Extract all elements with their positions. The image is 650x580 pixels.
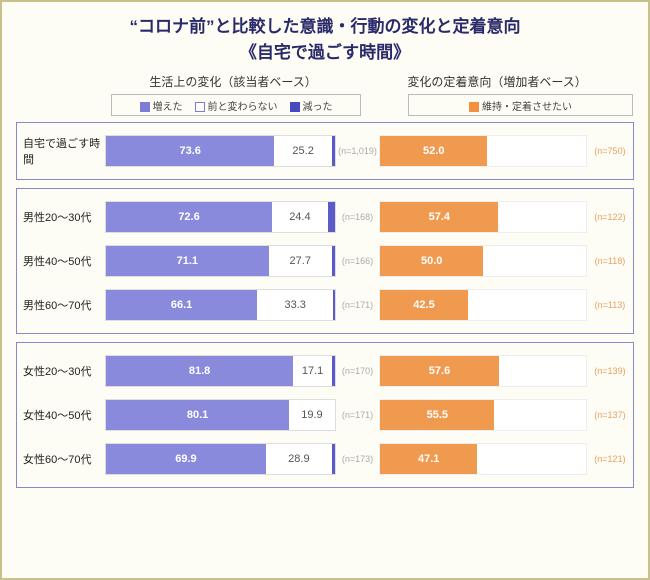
chart-row: 自宅で過ごす時間73.625.2(n=1,019)52.0(n=750) (17, 129, 633, 173)
stacked-bar: 80.119.9 (105, 399, 336, 431)
row-label: 男性40～50代 (17, 253, 105, 269)
single-bar-wrap: 42.5 (379, 289, 587, 321)
bar-decreased (333, 290, 334, 320)
bar-decreased (332, 136, 335, 166)
legend-same: 前と変わらない (195, 98, 278, 113)
bar-decreased (332, 246, 335, 276)
legend-decreased: 減った (290, 98, 333, 113)
legends: 増えた 前と変わらない 減った 維持・定着させたい (16, 94, 634, 116)
bar-keep: 57.6 (380, 356, 498, 386)
chart-row: 女性20～30代81.817.1(n=170)57.6(n=139) (17, 349, 633, 393)
bar-decreased (328, 202, 335, 232)
subtitle-right: 変化の定着意向（増加者ベース） (360, 73, 634, 94)
single-bar-wrap: 55.5 (379, 399, 587, 431)
bar-increased: 73.6 (106, 136, 274, 166)
sample-size-left: (n=168) (336, 212, 380, 222)
bar-keep: 55.5 (380, 400, 494, 430)
row-label: 女性60～70代 (17, 451, 105, 467)
bar-increased: 66.1 (106, 290, 257, 320)
bar-same: 25.2 (274, 136, 332, 166)
group: 自宅で過ごす時間73.625.2(n=1,019)52.0(n=750) (16, 122, 634, 180)
subtitles: 生活上の変化（該当者ベース） 変化の定着意向（増加者ベース） (16, 73, 634, 94)
row-label: 女性20～30代 (17, 363, 105, 379)
bar-keep: 50.0 (380, 246, 483, 276)
bar-increased: 80.1 (106, 400, 289, 430)
legend-right: 維持・定着させたい (408, 94, 633, 116)
swatch-same-icon (195, 102, 205, 112)
bar-keep: 52.0 (380, 136, 487, 166)
bar-keep: 47.1 (380, 444, 477, 474)
stacked-bar: 71.127.7 (105, 245, 336, 277)
single-bar-wrap: 52.0 (379, 135, 587, 167)
sample-size-right: (n=113) (587, 300, 633, 310)
swatch-decreased-icon (290, 102, 300, 112)
chart-row: 女性40～50代80.119.9(n=171)55.5 (n=137) (17, 393, 633, 437)
group: 女性20～30代81.817.1(n=170)57.6(n=139)女性40～5… (16, 342, 634, 488)
row-label: 自宅で過ごす時間 (17, 135, 105, 167)
legend-left: 増えた 前と変わらない 減った (111, 94, 361, 116)
stacked-bar: 73.625.2 (105, 135, 336, 167)
bar-increased: 71.1 (106, 246, 269, 276)
single-bar-wrap: 57.6 (379, 355, 587, 387)
stacked-bar: 81.817.1 (105, 355, 336, 387)
sample-size-right: (n=137) (587, 410, 633, 420)
bar-same: 28.9 (266, 444, 332, 474)
chart-row: 男性20～30代72.624.4(n=168)57.4(n=122) (17, 195, 633, 239)
bar-same: 17.1 (293, 356, 332, 386)
stacked-bar: 72.624.4 (105, 201, 336, 233)
bar-decreased (332, 356, 335, 386)
sample-size-left: (n=173) (336, 454, 380, 464)
sample-size-left: (n=166) (336, 256, 380, 266)
sample-size-left: (n=170) (336, 366, 380, 376)
single-bar-wrap: 47.1 (379, 443, 587, 475)
sample-size-left: (n=171) (336, 300, 380, 310)
sample-size-right: (n=750) (587, 146, 633, 156)
sample-size-left: (n=1,019) (336, 146, 380, 156)
chart-title: “コロナ前”と比較した意識・行動の変化と定着意向 《自宅で過ごす時間》 (16, 14, 634, 65)
chart-body: 自宅で過ごす時間73.625.2(n=1,019)52.0(n=750)男性20… (16, 122, 634, 488)
sample-size-right: (n=118) (587, 256, 633, 266)
bar-keep: 57.4 (380, 202, 498, 232)
legend-keep: 維持・定着させたい (469, 98, 572, 113)
sample-size-right: (n=139) (587, 366, 633, 376)
group: 男性20～30代72.624.4(n=168)57.4(n=122)男性40～5… (16, 188, 634, 334)
row-label: 男性20～30代 (17, 209, 105, 225)
stacked-bar: 66.133.3 (105, 289, 336, 321)
swatch-keep-icon (469, 102, 479, 112)
bar-increased: 69.9 (106, 444, 266, 474)
bar-keep: 42.5 (380, 290, 467, 320)
single-bar-wrap: 57.4 (379, 201, 587, 233)
swatch-increased-icon (140, 102, 150, 112)
chart-row: 男性60～70代66.133.3(n=171)42.5 (n=113) (17, 283, 633, 327)
title-line2: 《自宅で過ごす時間》 (240, 43, 410, 62)
single-bar-wrap: 50.0 (379, 245, 587, 277)
bar-increased: 81.8 (106, 356, 293, 386)
sample-size-right: (n=122) (587, 212, 633, 222)
chart-row: 男性40～50代71.127.7(n=166)50.0(n=118) (17, 239, 633, 283)
sample-size-right: (n=121) (587, 454, 633, 464)
bar-increased: 72.6 (106, 202, 272, 232)
subtitle-left: 生活上の変化（該当者ベース） (16, 73, 360, 94)
bar-same: 33.3 (257, 290, 333, 320)
bar-same: 27.7 (269, 246, 332, 276)
chart-row: 女性60～70代69.928.9(n=173)47.1(n=121) (17, 437, 633, 481)
stacked-bar: 69.928.9 (105, 443, 336, 475)
row-label: 女性40～50代 (17, 407, 105, 423)
row-label: 男性60～70代 (17, 297, 105, 313)
bar-decreased (332, 444, 335, 474)
legend-increased: 増えた (140, 98, 183, 113)
bar-same: 19.9 (289, 400, 334, 430)
title-line1: “コロナ前”と比較した意識・行動の変化と定着意向 (130, 17, 521, 36)
sample-size-left: (n=171) (336, 410, 380, 420)
bar-same: 24.4 (272, 202, 328, 232)
